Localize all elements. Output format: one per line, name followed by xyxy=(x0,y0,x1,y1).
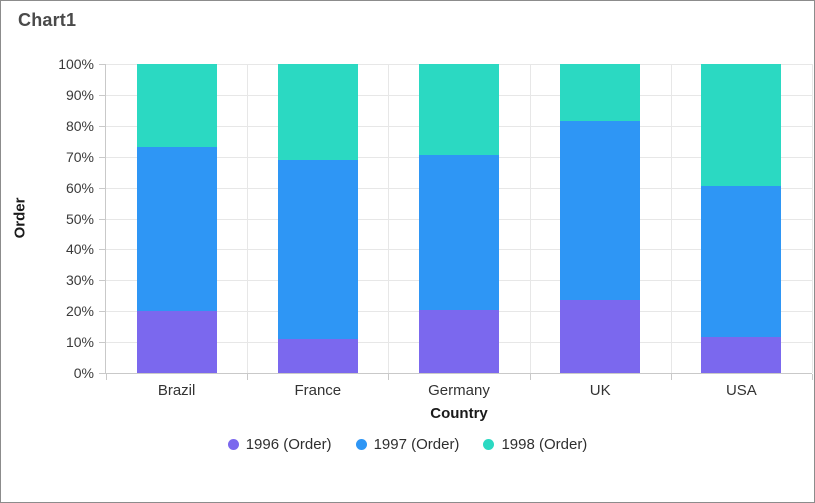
x-axis-line xyxy=(105,373,812,374)
x-axis-label: UK xyxy=(589,382,611,399)
x-axis-title: Country xyxy=(430,405,488,422)
legend: 1996 (Order) 1997 (Order) 1998 (Order) xyxy=(1,434,814,454)
x-axis-tick xyxy=(247,374,249,380)
y-axis-tick xyxy=(99,218,105,220)
legend-item-1996[interactable]: 1996 (Order) xyxy=(227,435,332,453)
bar-segment-uk-1997[interactable] xyxy=(560,121,641,301)
y-axis-tick xyxy=(99,311,105,313)
y-axis-label: 90% xyxy=(65,86,94,103)
gridline-vertical xyxy=(529,64,531,373)
bar-segment-uk-1996[interactable] xyxy=(560,300,641,373)
y-axis-tick xyxy=(99,373,105,374)
bar-segment-germany-1996[interactable] xyxy=(419,309,499,373)
y-axis-title: Order xyxy=(11,197,29,239)
y-axis-label: 60% xyxy=(65,179,94,196)
x-axis-tick xyxy=(106,374,107,380)
y-axis-label: 100% xyxy=(58,56,94,72)
legend-item-1997[interactable]: 1997 (Order) xyxy=(355,435,460,453)
y-axis-label: 10% xyxy=(65,334,94,351)
bar-segment-usa-1997[interactable] xyxy=(701,186,782,338)
gridline-vertical xyxy=(670,64,672,373)
legend-label: 1998 (Order) xyxy=(501,435,588,453)
bar-segment-usa-1996[interactable] xyxy=(701,337,782,373)
x-axis-label: Germany xyxy=(428,382,490,399)
legend-marker-icon xyxy=(355,438,367,450)
y-axis-tick xyxy=(99,125,105,127)
chart-title: Chart1 xyxy=(18,10,77,30)
y-axis-label: 20% xyxy=(65,303,94,320)
x-axis-label: France xyxy=(294,382,342,399)
bar-segment-brazil-1997[interactable] xyxy=(136,147,217,312)
bar-segment-germany-1997[interactable] xyxy=(419,155,499,310)
y-axis-label: 0% xyxy=(73,365,94,381)
y-axis-label: 80% xyxy=(65,117,94,134)
bar-segment-germany-1998[interactable] xyxy=(419,64,499,156)
x-axis-label: Brazil xyxy=(157,382,196,399)
y-axis-tick xyxy=(99,187,105,189)
bar-segment-brazil-1998[interactable] xyxy=(136,64,217,148)
y-axis-tick xyxy=(99,156,105,158)
gridline-vertical xyxy=(388,64,390,373)
bar-segment-france-1996[interactable] xyxy=(277,339,358,373)
y-axis-label: 50% xyxy=(65,210,94,227)
y-axis-tick xyxy=(99,249,105,251)
gridline-vertical xyxy=(812,64,813,373)
y-axis-tick xyxy=(99,94,105,96)
y-axis-tick xyxy=(99,342,105,344)
y-axis-label: 70% xyxy=(65,148,94,165)
y-axis-tick xyxy=(99,280,105,282)
bar-segment-usa-1998[interactable] xyxy=(701,64,782,187)
x-axis-tick xyxy=(388,374,390,380)
legend-item-1998[interactable]: 1998 (Order) xyxy=(483,436,587,453)
x-axis-tick xyxy=(812,374,813,380)
bar-segment-uk-1998[interactable] xyxy=(560,64,641,122)
x-axis-tick xyxy=(670,374,672,380)
bar-segment-brazil-1996[interactable] xyxy=(136,311,217,373)
legend-label: 1996 (Order) xyxy=(245,435,332,453)
legend-marker-icon xyxy=(227,438,239,450)
gridline-vertical xyxy=(247,64,249,373)
y-axis-label: 40% xyxy=(65,241,94,258)
y-axis-tick xyxy=(99,64,105,65)
y-axis-line xyxy=(105,64,106,373)
bar-segment-france-1998[interactable] xyxy=(277,64,358,160)
plot-area: 0% 10% 20% 30% 40% 50% 60% 70% 80% 90% 100% Brazil F… xyxy=(58,56,813,399)
y-axis-label: 30% xyxy=(65,272,94,289)
x-axis-tick xyxy=(529,374,531,380)
bar-segment-france-1997[interactable] xyxy=(277,159,358,340)
legend-marker-icon xyxy=(483,438,495,450)
x-axis-label: USA xyxy=(725,382,757,399)
legend-label: 1997 (Order) xyxy=(373,435,460,453)
